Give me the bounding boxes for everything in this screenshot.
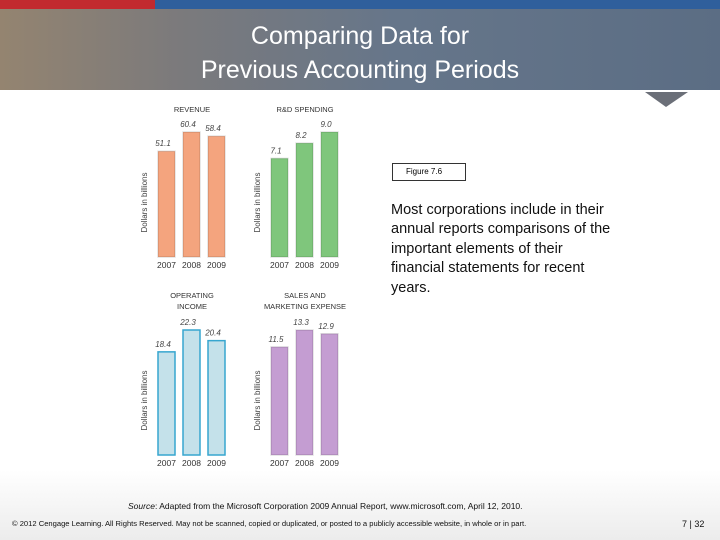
x-tick-label: 2007 [157,260,176,270]
source-text: : Adapted from the Microsoft Corporation… [154,501,523,511]
chart-title: INCOME [177,302,207,311]
value-label: 60.4 [180,120,196,129]
accent-bar [155,0,720,9]
value-label: 22.3 [179,318,196,327]
bar [157,351,176,456]
x-tick-label: 2007 [157,458,176,468]
page-number: 7 | 32 [682,519,705,529]
header [0,0,720,90]
bar [295,329,314,456]
value-label: 8.2 [295,131,307,140]
chart-title: R&D SPENDING [276,105,333,114]
source-label: Source [128,501,155,511]
source: Source: Adapted from the Microsoft Corpo… [128,501,523,511]
x-tick-label: 2008 [182,260,201,270]
bar [207,339,226,456]
chart-title: MARKETING EXPENSE [264,302,346,311]
x-tick-label: 2007 [270,458,289,468]
title-line: Previous Accounting Periods [200,56,520,84]
x-tick-label: 2008 [295,260,314,270]
value-label: 9.0 [320,120,332,129]
value-label: 12.9 [318,322,334,331]
bar [157,150,176,258]
slide-title: Comparing Data for Previous Accounting P… [0,19,720,87]
x-tick-label: 2009 [320,458,339,468]
x-tick-label: 2008 [182,458,201,468]
figure-label: Figure 7.6 [392,163,466,181]
copyright: © 2012 Cengage Learning. All Rights Rese… [12,519,527,528]
bar [182,329,201,456]
bar [295,142,314,258]
value-label: 20.4 [204,329,221,338]
body-text: Most corporations include in their annua… [391,202,611,296]
bar [270,346,289,456]
bar [320,333,339,456]
y-axis-label: Dollars in billions [140,172,149,232]
chart-title: REVENUE [174,105,210,114]
value-label: 58.4 [205,124,221,133]
x-tick-label: 2009 [207,458,226,468]
x-tick-label: 2008 [295,458,314,468]
x-tick-label: 2007 [270,260,289,270]
accent-bar [0,0,155,9]
y-axis-label: Dollars in billions [140,370,149,430]
bar [270,157,289,258]
y-axis-label: Dollars in billions [253,172,262,232]
value-label: 13.3 [293,318,309,327]
decor-triangle [645,92,688,107]
y-axis-label: Dollars in billions [253,370,262,430]
bar [320,131,339,258]
x-tick-label: 2009 [207,260,226,270]
value-label: 7.1 [270,146,281,155]
title-line: Comparing Data for [250,22,470,50]
bar [182,131,201,258]
value-label: 18.4 [155,340,171,349]
bar [207,135,226,258]
value-label: 51.1 [155,139,171,148]
x-tick-label: 2009 [320,260,339,270]
value-label: 11.5 [269,335,285,344]
chart-title: SALES AND [284,291,326,300]
chart-title: OPERATING [170,291,214,300]
